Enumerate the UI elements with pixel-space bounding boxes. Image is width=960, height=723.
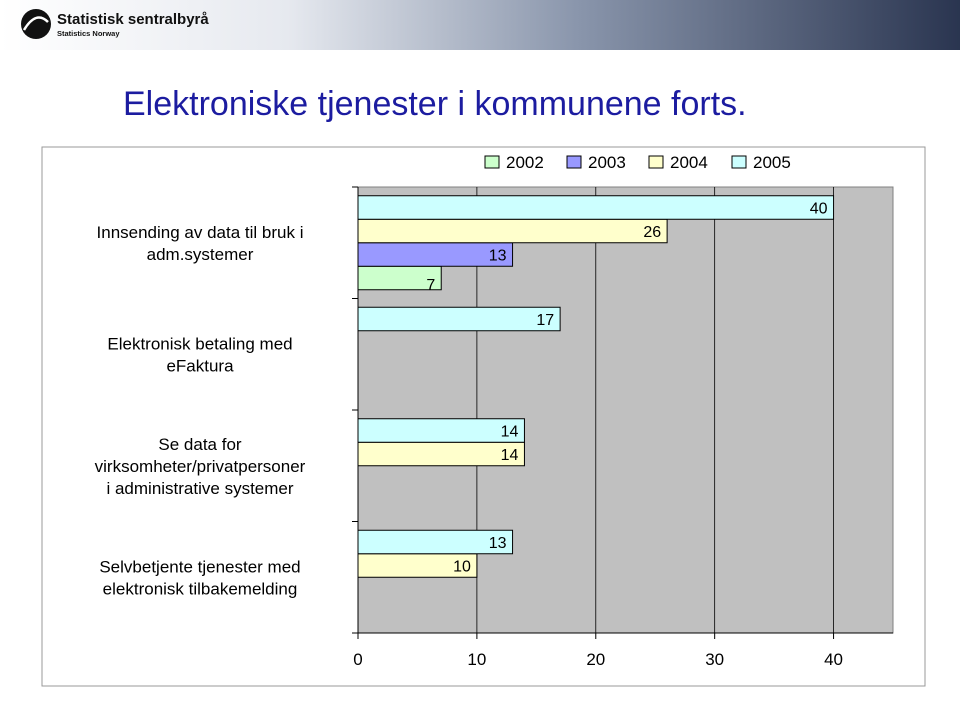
y-tick-label: Innsending av data til bruk i	[97, 223, 304, 242]
data-label: 14	[501, 424, 519, 441]
y-tick-label: i administrative systemer	[106, 479, 293, 498]
bar	[357, 418, 525, 443]
data-label: 10	[453, 559, 471, 576]
legend-label: 2002	[506, 153, 544, 172]
logo-swoosh	[22, 16, 49, 31]
data-label: 13	[489, 248, 507, 265]
chart: 0 10 20 30 40 Innsending av data til bruk i ad…	[95, 153, 894, 669]
y-tick-label: adm.systemer	[147, 245, 254, 264]
legend-swatch	[731, 155, 747, 169]
x-tick-label: 40	[824, 650, 843, 669]
y-tick-label: eFaktura	[166, 356, 234, 375]
x-tick-label: 10	[467, 650, 486, 669]
y-tick-label: Selvbetjente tjenester med	[99, 557, 300, 576]
legend-label: 2003	[588, 153, 626, 172]
legend-swatch	[566, 155, 582, 169]
legend-swatch	[484, 155, 500, 169]
slide-title: Elektroniske tjenester i kommunene forts…	[123, 85, 747, 123]
logo-name: Statistisk sentralbyrå	[57, 11, 209, 28]
data-label: 7	[426, 277, 435, 294]
data-label: 17	[536, 312, 554, 329]
y-tick-label: Se data for	[158, 435, 242, 454]
logo-icon	[21, 9, 51, 39]
data-label: 13	[489, 535, 507, 552]
data-label: 26	[643, 224, 661, 241]
logo-subtitle: Statistics Norway	[57, 29, 120, 38]
bar	[357, 306, 561, 332]
header-band	[0, 0, 960, 50]
x-tick-label: 20	[586, 650, 605, 669]
y-tick-label: elektronisk tilbakemelding	[103, 579, 298, 598]
data-label: 14	[501, 447, 519, 464]
bar	[357, 441, 525, 467]
x-tick-label: 30	[705, 650, 724, 669]
legend-swatch	[648, 155, 664, 169]
bar	[357, 529, 514, 555]
bar	[357, 218, 668, 244]
data-label: 40	[810, 201, 828, 218]
legend-label: 2005	[753, 153, 791, 172]
legend-label: 2004	[670, 153, 708, 172]
bar	[357, 195, 835, 220]
x-tick-label: 0	[353, 650, 362, 669]
y-tick-label: Elektronisk betaling med	[107, 334, 292, 353]
y-tick-label: virksomheter/privatpersoner	[95, 457, 306, 476]
